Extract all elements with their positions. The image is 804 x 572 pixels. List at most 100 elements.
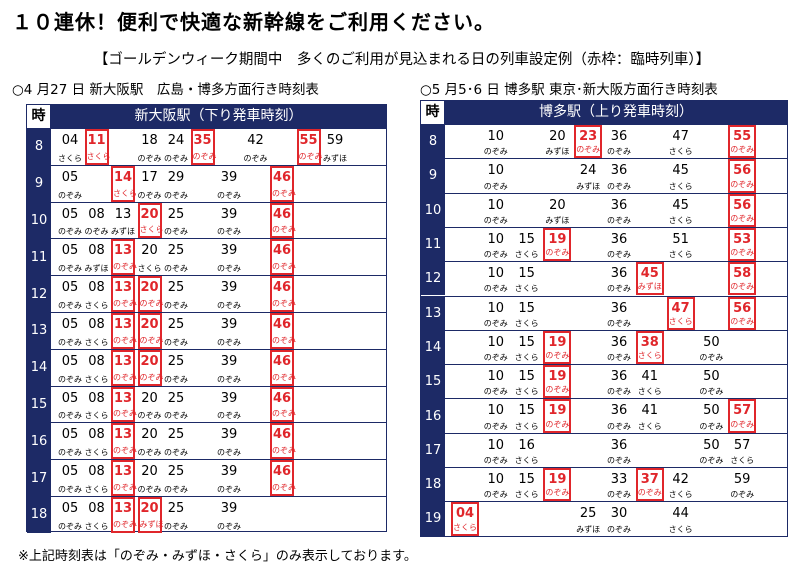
train-cell: 33 のぞみ (605, 468, 633, 501)
train-type: のぞみ (164, 190, 188, 200)
train-cell: 24 みずほ (574, 159, 602, 192)
special-train-cell: 20 のぞみ (137, 276, 164, 312)
train-cell: 25 みずほ (574, 502, 602, 535)
hour-row: 18 05 のぞみ 08 さくら 13 のぞみ 20 みずほ 25 のぞみ 39 のぞみ (27, 496, 386, 533)
train-type: のぞみ (84, 227, 109, 237)
departure-minute: 13 (113, 243, 133, 259)
departure-minute: 19 (548, 403, 567, 419)
train-type: のぞみ (164, 411, 188, 421)
train-type: さくら (58, 153, 82, 163)
departure-minute: 25 (167, 280, 185, 296)
departure-minute: 50 (703, 334, 720, 350)
departure-minute: 38 (640, 334, 659, 350)
train-type: のぞみ (272, 372, 296, 382)
departure-minute: 25 (167, 427, 185, 443)
special-train-cell: 46 のぞみ (270, 386, 296, 423)
train-cell: 08 さくら (85, 276, 109, 312)
departure-minute: 20 (141, 243, 158, 259)
departure-minute: 20 (140, 501, 159, 516)
train-cell: 57 さくら (728, 434, 756, 467)
departure-minute: 36 (610, 197, 628, 213)
departure-minute: 20 (141, 390, 158, 406)
hour-row: 8 04 さくら 11 さくら 18 のぞみ 24 のぞみ 35 のぞみ 42 のぞみ 55 のぞみ 59 みず… (27, 128, 386, 165)
train-cell: 25 のぞみ (164, 497, 188, 533)
train-cell: 39 のぞみ (217, 239, 241, 275)
train-cell: 18 のぞみ (138, 129, 162, 165)
train-type: のぞみ (699, 387, 724, 397)
special-train-cell: 19 のぞみ (543, 468, 572, 502)
departure-minute: 50 (703, 403, 720, 419)
hour-row: 18 10 のぞみ 15 さくら 19 のぞみ 33 のぞみ 37 のぞみ 42 さくら 59 のぞみ (421, 467, 787, 502)
special-train-cell: 47 さくら (666, 296, 695, 330)
departure-minute: 36 (610, 369, 628, 385)
departure-minute: 05 (61, 280, 79, 296)
train-type: のぞみ (272, 446, 296, 456)
special-train-cell: 13 のぞみ (111, 497, 137, 533)
train-cell: 45 さくら (667, 194, 695, 227)
train-type: のぞみ (58, 337, 82, 347)
departure-minute: 51 (672, 231, 689, 247)
departure-minute: 10 (487, 266, 505, 282)
departure-minute: 11 (87, 133, 106, 148)
hour-label: 12 (27, 276, 51, 312)
hour-label: 16 (421, 399, 445, 433)
train-type: のぞみ (243, 153, 268, 163)
hour-label: 10 (27, 202, 51, 239)
train-type: さくら (668, 147, 693, 157)
hour-label: 17 (421, 433, 445, 467)
train-cell: 25 のぞみ (164, 423, 188, 459)
train-type: のぞみ (137, 190, 162, 200)
train-cell: 36 のぞみ (605, 125, 633, 158)
special-train-cell: 11 さくら (84, 129, 111, 165)
departure-minute: 05 (61, 206, 79, 222)
departure-minute: 39 (220, 464, 238, 480)
train-cell: 10 のぞみ (482, 399, 510, 432)
hour-label: 19 (421, 502, 445, 536)
departure-minute: 25 (167, 501, 185, 516)
train-cell: 08 さくら (85, 497, 109, 533)
train-type: のぞみ (730, 145, 755, 155)
departure-minute: 36 (610, 266, 628, 282)
train-cell: 08 のぞみ (85, 203, 109, 239)
left-timetable-caption: ○4 月27 日 新大阪駅 広島・博多方面行き時刻表 (12, 82, 319, 98)
train-type: のぞみ (730, 419, 755, 429)
train-type: のぞみ (113, 372, 137, 382)
departure-minute: 10 (487, 437, 505, 453)
hour-row: 11 10 のぞみ 15 さくら 19 のぞみ 36 のぞみ 51 さくら 53 のぞみ (421, 226, 787, 262)
hour-row: 12 05 のぞみ 08 さくら 13 のぞみ 20 のぞみ 25 のぞみ 39 のぞみ 46 のぞみ (27, 275, 386, 312)
special-train-cell: 55 のぞみ (728, 125, 757, 159)
departure-minute: 05 (61, 427, 79, 443)
special-train-cell: 19 のぞみ (543, 227, 572, 262)
train-type: みずほ (323, 153, 347, 163)
departure-minute: 39 (220, 243, 238, 259)
departure-minute: 20 (141, 427, 158, 443)
page-subtitle: 【ゴールデンウィーク期間中 多くのご利用が見込まれる日の列車設定例（赤枠：臨時列… (93, 52, 711, 68)
departure-minute: 36 (610, 334, 628, 350)
train-cell: 05 のぞみ (58, 166, 82, 202)
train-cell: 25 のぞみ (164, 239, 188, 275)
hour-label: 11 (421, 227, 445, 262)
train-cell: 15 さくら (513, 297, 541, 330)
train-type: さくら (514, 250, 539, 260)
train-cell: 39 のぞみ (217, 203, 241, 239)
train-type: のぞみ (607, 147, 631, 157)
special-train-cell: 58 のぞみ (728, 262, 757, 296)
departure-minute: 57 (733, 403, 752, 419)
train-cell: 25 のぞみ (164, 276, 188, 312)
train-cell: 45 さくら (667, 159, 695, 192)
departure-minute: 57 (733, 437, 751, 453)
train-cell: 24 のぞみ (164, 129, 188, 165)
special-train-cell: 57 のぞみ (728, 399, 757, 433)
special-train-cell: 46 のぞみ (270, 423, 296, 460)
special-train-cell: 46 のぞみ (270, 239, 296, 276)
departure-minute: 13 (114, 206, 132, 222)
departure-minute: 15 (518, 266, 535, 282)
train-type: のぞみ (607, 455, 631, 465)
departure-minute: 44 (672, 506, 689, 522)
departure-minute: 36 (610, 300, 628, 316)
special-train-cell: 14 さくら (111, 165, 137, 202)
train-type: さくら (668, 250, 693, 260)
hour-column-header: 時 (421, 101, 445, 124)
train-cell: 44 さくら (667, 502, 695, 535)
departure-minute: 46 (272, 427, 292, 443)
